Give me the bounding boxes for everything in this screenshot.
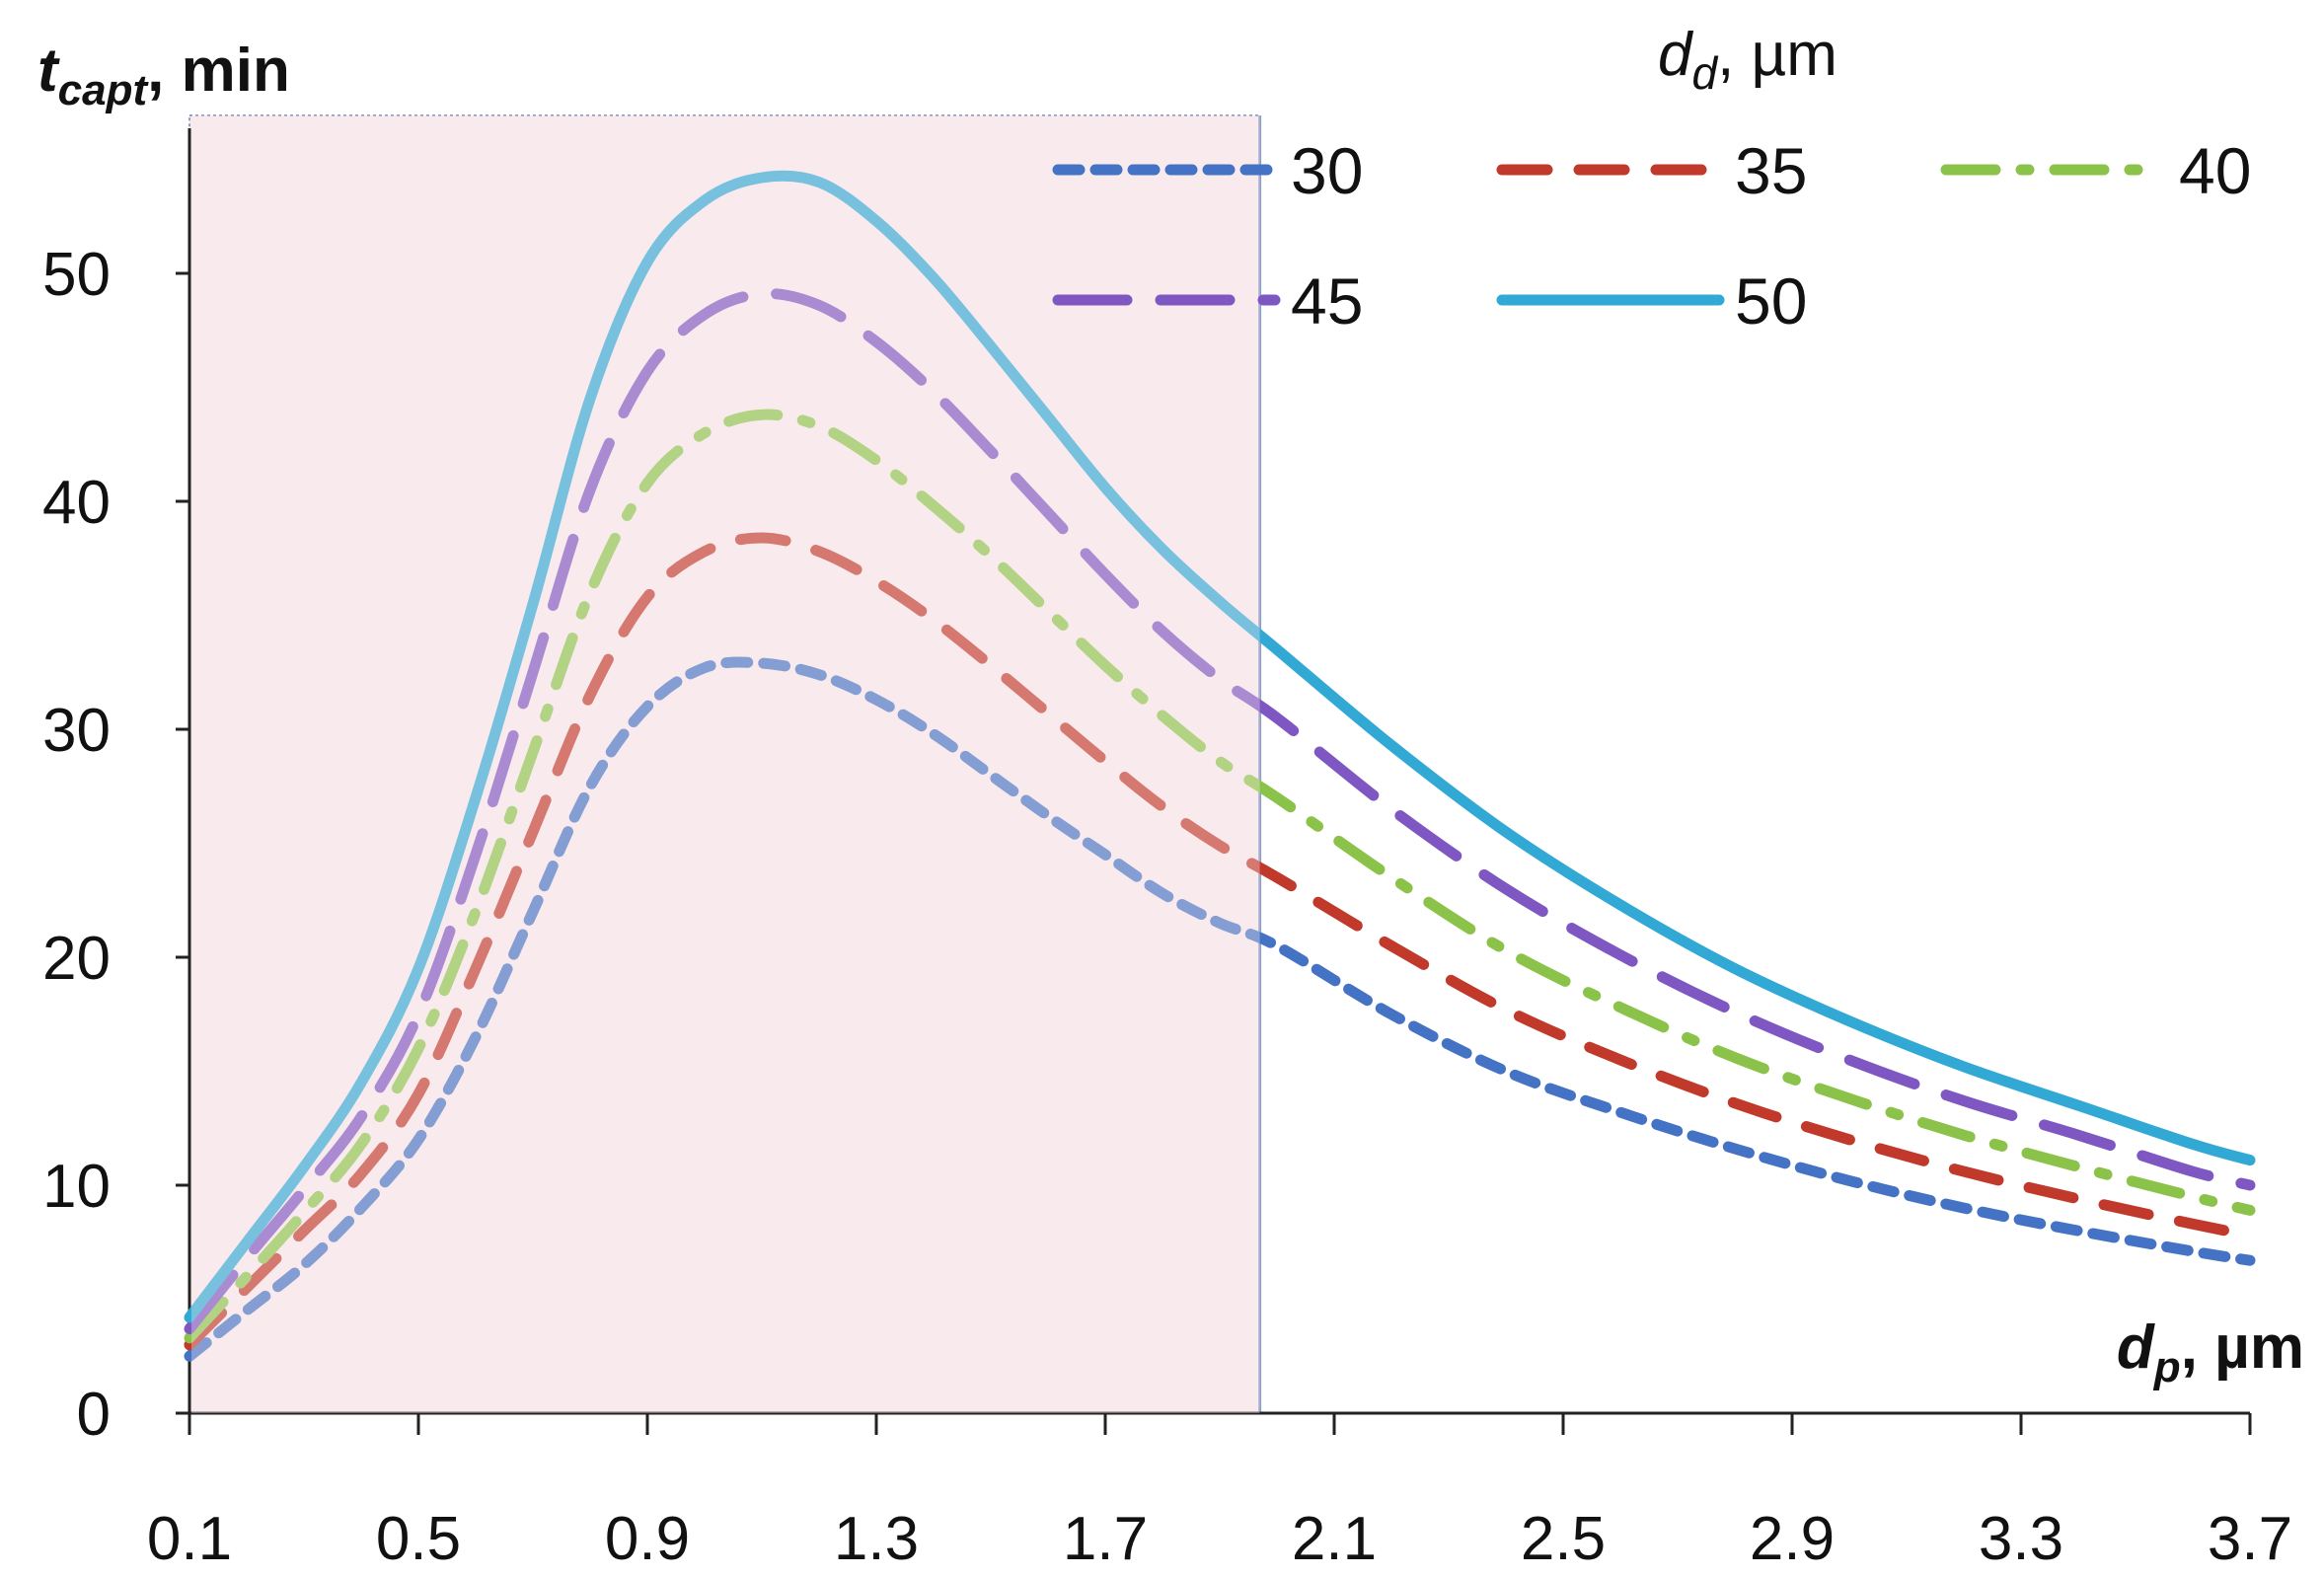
y-tick-label: 40 xyxy=(42,469,111,537)
y-tick-label: 50 xyxy=(42,241,111,309)
shaded-region-overlay xyxy=(191,115,1260,1413)
series-line-50 xyxy=(184,170,2256,1323)
legend: 30 35 40 45 50 xyxy=(1052,134,2251,338)
x-tick-label: 0.5 xyxy=(376,1505,461,1573)
legend-label-40: 40 xyxy=(2179,134,2251,207)
legend-label-30: 30 xyxy=(1291,134,1363,207)
x-axis-title-sub: p xyxy=(2153,1343,2181,1391)
series-line-35 xyxy=(184,532,2256,1351)
y-axis-title-unit: , min xyxy=(147,37,290,105)
legend-label-45: 45 xyxy=(1291,264,1363,338)
y-tick-label: 10 xyxy=(42,1153,111,1221)
legend-title-main: d xyxy=(1658,21,1694,89)
x-tick-label: 3.3 xyxy=(1979,1505,2063,1573)
legend-title-sub: d xyxy=(1691,47,1718,99)
series-line-30 xyxy=(184,656,2256,1362)
y-tick-label: 0 xyxy=(77,1381,111,1449)
legend-label-35: 35 xyxy=(1735,134,1807,207)
x-tick-label: 1.3 xyxy=(834,1505,919,1573)
axes: 0.1 0.5 0.9 1.3 1.7 2.1 2.5 2.9 3.3 3.7 0 10 20 30 40 5… xyxy=(42,128,2292,1573)
x-tick-label: 0.9 xyxy=(605,1505,690,1573)
x-tick-label: 0.1 xyxy=(147,1505,232,1573)
x-tick-label: 1.7 xyxy=(1063,1505,1148,1573)
x-axis-title-main: d xyxy=(2117,1314,2155,1382)
x-axis-title: dp, µm xyxy=(2117,1314,2304,1391)
y-tick-label: 20 xyxy=(42,925,111,993)
legend-title-unit: , µm xyxy=(1717,21,1837,89)
x-tick-label: 3.7 xyxy=(2208,1505,2292,1573)
y-tick-label: 30 xyxy=(42,697,111,765)
x-axis-title-unit: , µm xyxy=(2181,1314,2304,1382)
y-axis-title: tcapt, min xyxy=(37,37,290,114)
series-line-40 xyxy=(184,409,2256,1344)
x-tick-label: 2.1 xyxy=(1292,1505,1377,1573)
series-line-45 xyxy=(184,288,2256,1334)
legend-label-50: 50 xyxy=(1735,264,1807,338)
series-layer xyxy=(184,115,2256,1413)
legend-title: dd, µm xyxy=(1658,21,1837,99)
y-axis-title-sub: capt xyxy=(58,66,150,114)
x-tick-label: 2.5 xyxy=(1521,1505,1606,1573)
y-axis-title-main: t xyxy=(37,37,60,105)
x-tick-label: 2.9 xyxy=(1750,1505,1835,1573)
